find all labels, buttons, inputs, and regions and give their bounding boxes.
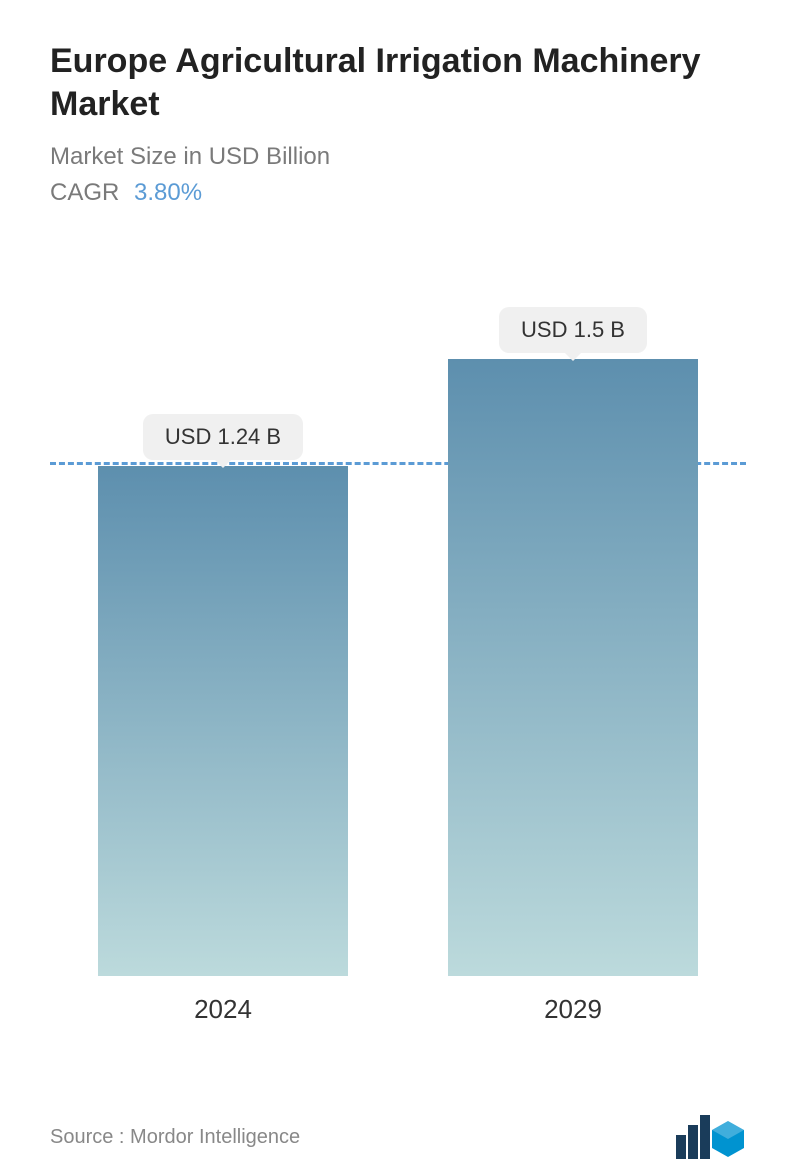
source-name: Mordor Intelligence [130, 1126, 300, 1148]
chart-title: Europe Agricultural Irrigation Machinery… [50, 40, 746, 125]
bar-label-0: USD 1.24 B [143, 414, 303, 460]
logo-bar-1 [676, 1135, 686, 1159]
chart-container: Europe Agricultural Irrigation Machinery… [0, 0, 796, 1034]
bar-label-1: USD 1.5 B [499, 307, 647, 353]
year-label-1: 2029 [544, 994, 602, 1025]
bar-group-0: USD 1.24 B 2024 [98, 414, 348, 1025]
cagr-label: CAGR [50, 179, 119, 206]
year-label-0: 2024 [194, 994, 252, 1025]
bar-group-1: USD 1.5 B 2029 [448, 307, 698, 1025]
chart-area: USD 1.24 B 2024 USD 1.5 B 2029 [50, 247, 746, 1095]
source-text: Source : Mordor Intelligence [50, 1126, 300, 1149]
footer: Source : Mordor Intelligence [50, 1095, 746, 1159]
cagr-line: CAGR 3.80% [50, 179, 746, 207]
chart-subtitle: Market Size in USD Billion [50, 143, 746, 171]
logo-bar-3 [700, 1115, 710, 1159]
source-label: Source : [50, 1126, 124, 1148]
cagr-value: 3.80% [134, 179, 202, 206]
bar-0 [98, 466, 348, 976]
bar-1 [448, 359, 698, 976]
logo-bar-2 [688, 1125, 698, 1159]
mordor-logo-icon [676, 1115, 746, 1159]
